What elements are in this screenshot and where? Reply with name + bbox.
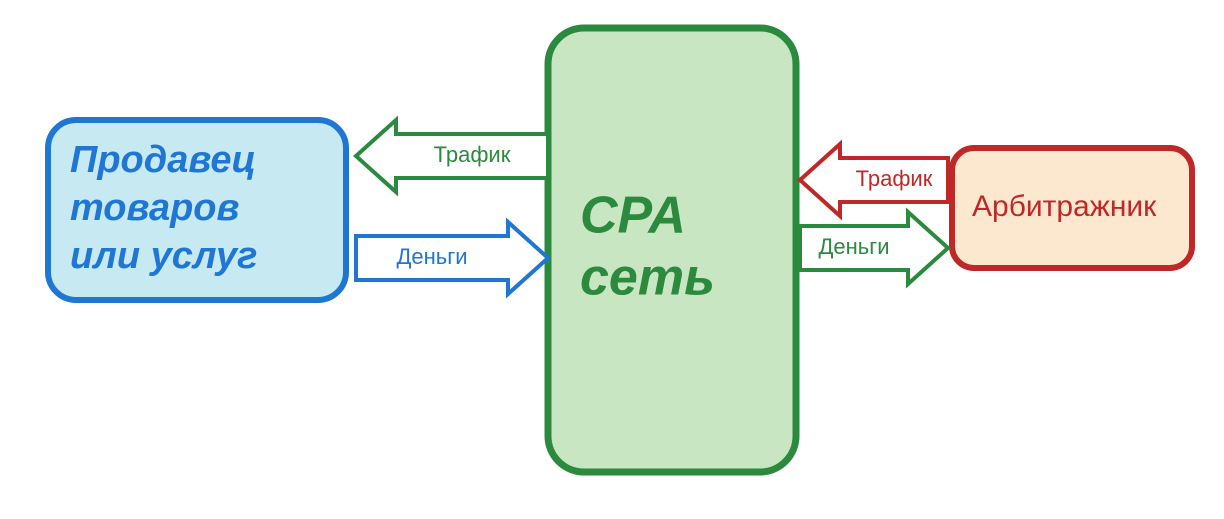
arrow-money_to_arbitrage-label: Деньги: [818, 234, 889, 259]
arrow-traffic_to_cpa: Трафик: [800, 144, 948, 216]
node-cpa: CPAсеть: [548, 28, 796, 472]
arrow-money_to_arbitrage: Деньги: [800, 212, 948, 284]
flow-diagram: Продавец товаров или услуг CPAсеть Арбитражн…: [0, 0, 1224, 519]
node-arbitrage: Арбитражник: [952, 148, 1192, 268]
node-arbitrage-label: Арбитражник: [972, 190, 1157, 223]
node-seller-label: Продавец: [70, 139, 256, 181]
arrow-traffic_to_seller: Трафик: [356, 120, 548, 192]
node-seller-label: товаров: [70, 187, 239, 229]
node-seller: Продавец товаров или услуг: [48, 120, 346, 300]
node-cpa-label: сеть: [580, 249, 715, 307]
arrow-money_to_cpa: Деньги: [356, 222, 548, 294]
arrow-money_to_cpa-label: Деньги: [396, 244, 467, 269]
arrow-traffic_to_cpa-label: Трафик: [856, 166, 933, 191]
node-seller-label: или услуг: [70, 235, 257, 277]
node-cpa-label: CPA: [580, 187, 686, 245]
arrow-traffic_to_seller-label: Трафик: [434, 142, 511, 167]
